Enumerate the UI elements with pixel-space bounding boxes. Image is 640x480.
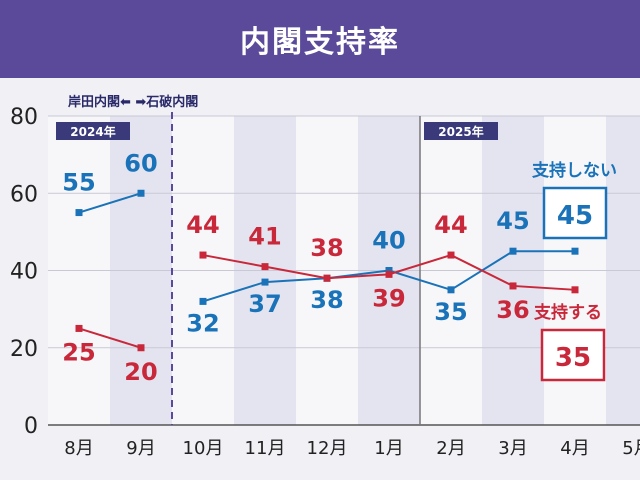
data-label: 37 bbox=[248, 290, 281, 318]
legend-support-value: 35 bbox=[555, 343, 591, 373]
x-tick-label: 1月 bbox=[374, 438, 403, 459]
data-label: 36 bbox=[496, 296, 529, 324]
data-point bbox=[385, 270, 393, 278]
y-tick-label: 60 bbox=[10, 182, 38, 207]
title-bar: 内閣支持率 bbox=[0, 0, 640, 78]
data-label: 25 bbox=[62, 338, 95, 366]
y-tick-label: 80 bbox=[10, 105, 38, 130]
data-label: 35 bbox=[434, 298, 467, 326]
dividers bbox=[171, 112, 421, 425]
x-tick-label: 11月 bbox=[245, 438, 286, 459]
x-tick-label: 2月 bbox=[436, 438, 465, 459]
data-label: 40 bbox=[372, 227, 405, 255]
y-axis-ticks: 0 20 40 60 80 bbox=[10, 105, 38, 439]
data-point bbox=[75, 324, 83, 332]
legend-nonsupport-box bbox=[542, 186, 608, 240]
series-line bbox=[78, 192, 142, 214]
data-point bbox=[447, 251, 455, 259]
data-point bbox=[137, 344, 145, 352]
series-line bbox=[78, 327, 142, 349]
data-point bbox=[261, 263, 269, 271]
year-2025-badge bbox=[424, 122, 498, 140]
data-point bbox=[323, 274, 331, 282]
data-point bbox=[571, 247, 579, 255]
data-point bbox=[447, 286, 455, 294]
data-point bbox=[509, 247, 517, 255]
x-tick-label: 9月 bbox=[126, 438, 155, 459]
data-labels: 55 60 32 37 38 40 35 45 25 20 44 41 38 39 44 36 bbox=[62, 149, 529, 386]
data-label: 60 bbox=[124, 149, 157, 177]
data-point bbox=[199, 297, 207, 305]
data-label: 38 bbox=[310, 286, 343, 314]
x-tick-label: 10月 bbox=[183, 438, 224, 459]
data-label: 39 bbox=[372, 284, 405, 312]
data-label: 55 bbox=[62, 169, 95, 197]
legend-nonsupport-label: 支持しない bbox=[532, 160, 617, 181]
y-tick-label: 20 bbox=[10, 337, 38, 362]
legend-nonsupport-value: 45 bbox=[557, 201, 593, 231]
legend-support-label: 支持する bbox=[534, 302, 602, 323]
x-tick-label: 12月 bbox=[307, 438, 348, 459]
year-2024-label: 2024年 bbox=[70, 124, 115, 139]
y-tick-label: 40 bbox=[10, 260, 38, 285]
x-tick-label: 4月 bbox=[560, 438, 589, 459]
data-label: 44 bbox=[186, 211, 219, 239]
data-label: 41 bbox=[248, 223, 281, 251]
data-point bbox=[509, 282, 517, 290]
data-label: 20 bbox=[124, 358, 157, 386]
x-tick-label: 8月 bbox=[64, 438, 93, 459]
y-tick-label: 0 bbox=[24, 414, 38, 439]
x-axis-ticks: 8月 9月 10月 11月 12月 1月 2月 3月 4月 5月 bbox=[64, 438, 640, 459]
cabinet-change-label: 岸田内閣⬅ ➡石破内閣 bbox=[68, 94, 198, 110]
year-2025-label: 2025年 bbox=[438, 124, 483, 139]
data-point bbox=[75, 209, 83, 217]
data-point bbox=[385, 267, 393, 274]
x-tick-label: 3月 bbox=[498, 438, 527, 459]
data-label: 32 bbox=[186, 309, 219, 337]
data-label: 44 bbox=[434, 211, 467, 239]
data-point bbox=[261, 278, 269, 286]
data-point bbox=[199, 251, 207, 259]
x-tick-label: 5月 bbox=[622, 438, 640, 459]
data-point bbox=[571, 286, 579, 294]
year-2024-badge bbox=[56, 122, 130, 140]
data-point bbox=[137, 189, 145, 197]
legend-support-box bbox=[540, 328, 606, 382]
data-label: 38 bbox=[310, 234, 343, 262]
series-lines bbox=[75, 189, 579, 352]
chart-title: 内閣支持率 bbox=[240, 25, 400, 60]
data-label: 45 bbox=[496, 207, 529, 235]
